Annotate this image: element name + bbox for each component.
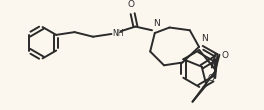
Text: O: O: [221, 51, 228, 60]
Text: O: O: [127, 0, 134, 9]
Text: N: N: [153, 18, 160, 28]
Text: O: O: [208, 74, 215, 83]
Text: NH: NH: [112, 28, 124, 38]
Text: N: N: [201, 34, 208, 43]
